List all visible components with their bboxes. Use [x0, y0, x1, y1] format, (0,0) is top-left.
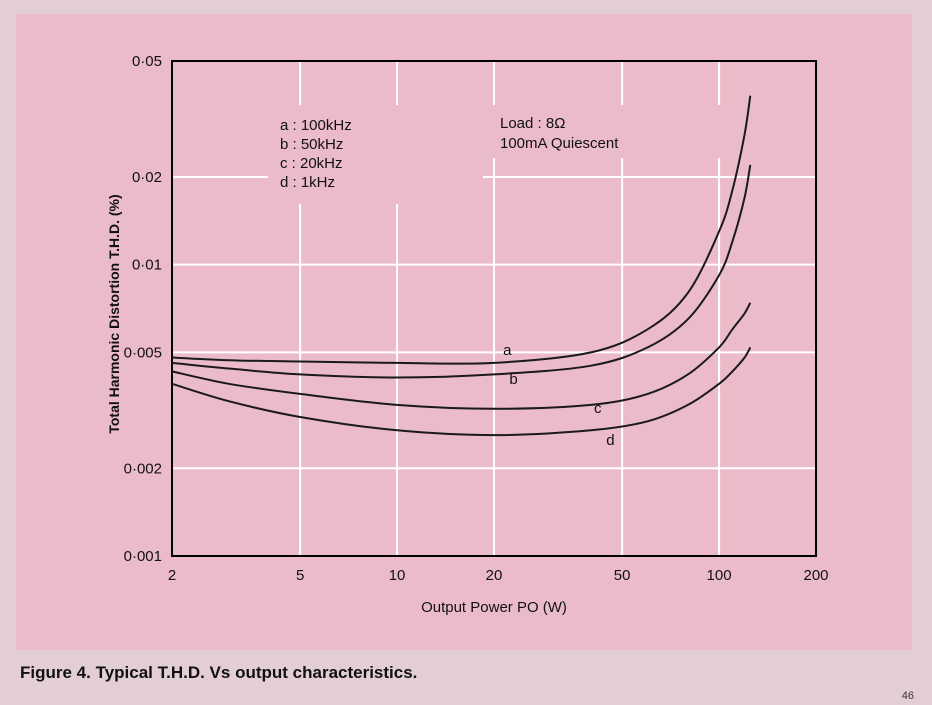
figure-panel: 2 5 10 20 50 100 200 0·001 0·002 0·005 0·01 0·02 0·0…	[16, 14, 912, 650]
y-tick-label-2: 0·005	[124, 344, 162, 361]
y-axis-title: Total Harmonic Distortion T.H.D. (%)	[106, 194, 122, 433]
y-tick-label-5: 0·05	[132, 53, 162, 70]
page-number: 46	[901, 690, 914, 702]
thd-chart: 2 5 10 20 50 100 200 0·001 0·002 0·005 0·01 0·02 0·0…	[106, 53, 829, 616]
figure-caption: Figure 4. Typical T.H.D. Vs output chara…	[20, 663, 418, 682]
curve-label-b: b	[509, 371, 517, 388]
annotation-quiescent: 100mA Quiescent	[500, 135, 619, 152]
tick-layer: 2 5 10 20 50 100 200 0·001 0·002 0·005 0·01 0·02 0·0…	[124, 53, 829, 584]
annotation-load: Load : 8Ω	[500, 115, 565, 132]
annotation-box	[492, 105, 732, 158]
curve-label-layer: ab cd	[503, 342, 614, 449]
series-line-b	[171, 164, 752, 379]
y-tick-label-3: 0·01	[132, 257, 162, 274]
x-tick-label-50: 50	[614, 567, 631, 584]
y-tick-label-4: 0·02	[132, 169, 162, 186]
legend-item-d: d : 1kHz	[280, 174, 335, 191]
legend-item-b: b : 50kHz	[280, 136, 343, 153]
legend-item-a: a : 100kHz	[280, 117, 352, 134]
x-tick-label-200: 200	[803, 567, 828, 584]
series-line-a	[171, 95, 752, 365]
y-tick-label-1: 0·002	[124, 460, 162, 477]
x-axis-title: Output Power PO (W)	[421, 599, 567, 616]
curve-label-a: a	[503, 342, 512, 359]
x-tick-label-5: 5	[296, 567, 304, 584]
series-line-c	[171, 302, 752, 410]
x-tick-label-100: 100	[707, 567, 732, 584]
curve-label-c: c	[594, 400, 602, 417]
plot-frame	[171, 60, 817, 557]
legend-item-c: c : 20kHz	[280, 155, 343, 172]
x-tick-label-20: 20	[486, 567, 503, 584]
series-line-d	[171, 346, 752, 437]
x-tick-label-2: 2	[168, 567, 176, 584]
x-tick-label-10: 10	[389, 567, 406, 584]
legend-box	[268, 105, 483, 204]
curve-label-d: d	[606, 432, 614, 449]
y-tick-label-0: 0·001	[124, 548, 162, 565]
series-layer	[171, 95, 752, 437]
